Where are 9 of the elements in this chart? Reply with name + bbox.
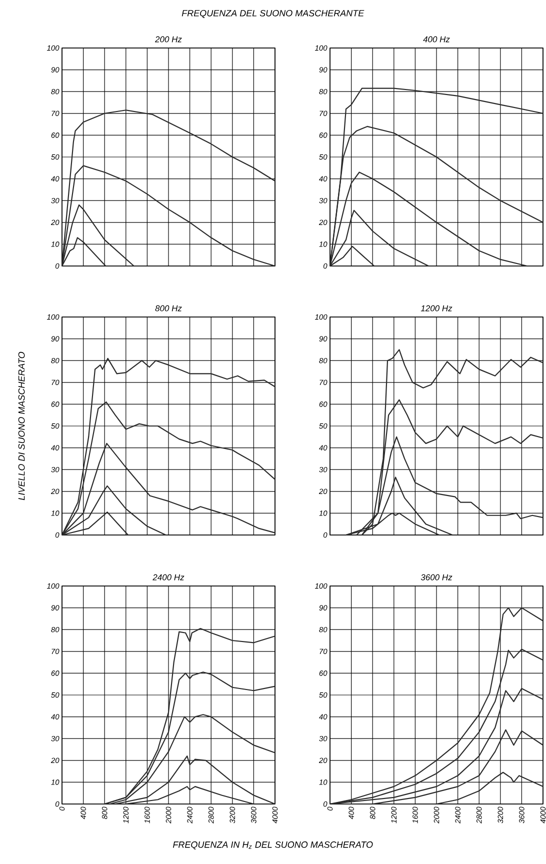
chart-title: 3600 Hz	[420, 574, 452, 580]
chart-title: 200 Hz	[154, 36, 182, 42]
chart-title: 1200 Hz	[420, 305, 452, 312]
chart-title: 400 Hz	[423, 36, 450, 42]
chart-title: 2400 Hz	[152, 574, 184, 580]
chart-title: 800 Hz	[155, 305, 182, 312]
text: FREQUENZA DEL SUONO MASCHERANTE	[182, 10, 364, 18]
x-axis-title: FREQUENZA IN H$_{z}$ DEL SUONO MASCHERATO	[172, 841, 373, 850]
y-axis-title: LIVELLO DI SUONO MASCHERATO	[18, 352, 25, 500]
